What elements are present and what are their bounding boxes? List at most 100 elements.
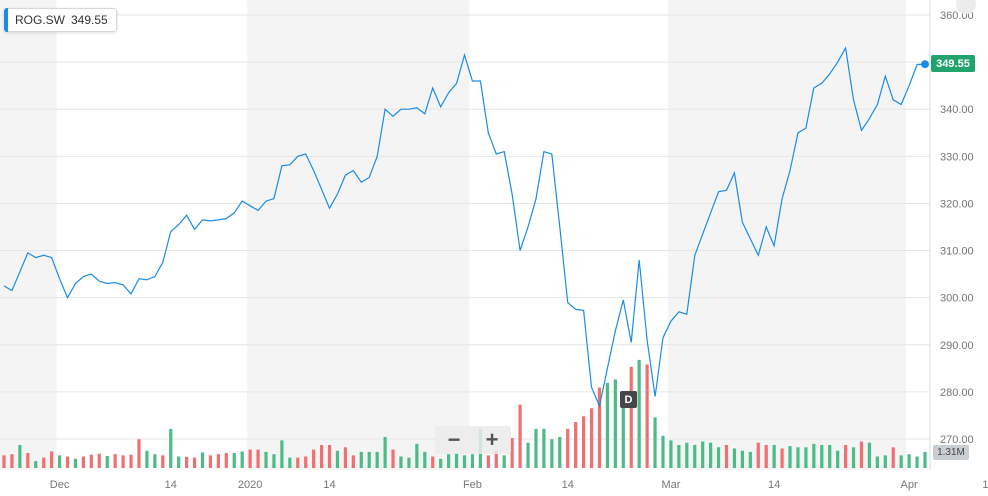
volume-bar bbox=[502, 455, 506, 468]
volume-bar bbox=[574, 422, 578, 468]
volume-bar bbox=[756, 442, 760, 468]
volume-bar bbox=[327, 445, 332, 468]
volume-bar bbox=[844, 445, 848, 468]
symbol-color-bar bbox=[4, 8, 8, 32]
volume-bar bbox=[820, 445, 824, 468]
volume-bar bbox=[208, 455, 213, 468]
month-band bbox=[667, 0, 907, 470]
volume-bar bbox=[81, 456, 85, 468]
symbol-price: 349.55 bbox=[71, 13, 108, 27]
x-tick-label: 14 bbox=[768, 479, 780, 491]
volume-bar bbox=[121, 455, 125, 468]
volume-bar bbox=[828, 445, 832, 468]
x-axis-ticks: Dec14202014Feb14Mar14Apr14May14 bbox=[50, 479, 988, 491]
volume-bar bbox=[415, 443, 419, 468]
volume-bar bbox=[248, 449, 252, 468]
volume-bar bbox=[518, 404, 522, 468]
volume-bar bbox=[105, 456, 109, 468]
y-axis-ticks: 360.00350.00340.00330.00320.00310.00300.… bbox=[940, 10, 974, 446]
volume-bar bbox=[883, 455, 887, 468]
volume-bar bbox=[923, 451, 927, 468]
price-line bbox=[3, 46, 926, 408]
volume-bar bbox=[494, 450, 498, 468]
month-band bbox=[0, 0, 57, 470]
volume-bar bbox=[740, 450, 744, 468]
volume-bar bbox=[335, 450, 340, 468]
volume-bar bbox=[486, 455, 490, 468]
volume-bar bbox=[669, 440, 673, 468]
volume-bar bbox=[145, 450, 149, 468]
volume-bar bbox=[200, 452, 205, 468]
x-tick-label: Apr bbox=[901, 479, 918, 491]
volume-bar bbox=[439, 458, 443, 468]
grid-lines bbox=[0, 14, 930, 440]
volume-bar bbox=[653, 417, 657, 468]
volume-bar bbox=[73, 458, 78, 468]
volume-bar bbox=[42, 457, 46, 468]
volume-bar bbox=[851, 447, 856, 468]
volume-bar bbox=[192, 457, 197, 468]
volume-bar bbox=[169, 428, 173, 468]
volume-bar bbox=[510, 438, 514, 468]
volume-bar bbox=[97, 453, 101, 468]
volume-bar bbox=[613, 379, 617, 468]
x-tick-label: 14 bbox=[323, 479, 335, 491]
volume-bar bbox=[764, 445, 768, 468]
zoom-out-button[interactable]: − bbox=[447, 427, 461, 452]
volume-bar bbox=[470, 454, 475, 468]
zoom-in-button[interactable]: + bbox=[485, 427, 499, 452]
volume-bar bbox=[701, 441, 705, 468]
symbol-label: ROG.SW bbox=[15, 13, 65, 27]
volume-bar bbox=[907, 454, 911, 468]
volume-bar bbox=[280, 440, 284, 468]
volume-bar bbox=[772, 445, 776, 468]
volume-bar bbox=[685, 442, 689, 468]
x-tick-label: 14 bbox=[982, 479, 988, 491]
x-tick-label: 14 bbox=[165, 479, 177, 491]
y-tick-label: 270.00 bbox=[940, 434, 974, 446]
volume-bar bbox=[875, 456, 879, 468]
zoom-controls: − + bbox=[435, 426, 511, 454]
volume-bar bbox=[645, 364, 649, 468]
volume-bar bbox=[383, 436, 387, 468]
volume-bar bbox=[462, 455, 467, 468]
volume-bar bbox=[407, 457, 411, 468]
volume-bar bbox=[50, 451, 54, 468]
volume-bar bbox=[661, 435, 665, 468]
volume-bar bbox=[129, 454, 133, 468]
volume-bar bbox=[693, 445, 697, 468]
volume-bar bbox=[34, 461, 38, 468]
last-price-tag: 349.55 bbox=[931, 55, 975, 72]
x-tick-label: 2020 bbox=[238, 479, 262, 491]
volume-bar bbox=[550, 439, 554, 468]
volume-bar bbox=[224, 453, 228, 468]
volume-bar bbox=[867, 442, 872, 468]
volume-bar bbox=[153, 454, 157, 468]
volume-bar bbox=[375, 451, 379, 468]
volume-bar bbox=[431, 456, 435, 468]
y-tick-label: 290.00 bbox=[940, 340, 974, 352]
volume-bar bbox=[319, 445, 324, 468]
volume-bar bbox=[915, 456, 919, 468]
volume-bar bbox=[304, 456, 308, 468]
volume-bar bbox=[566, 428, 570, 468]
volume-bar bbox=[709, 442, 713, 468]
volume-bar bbox=[724, 445, 729, 468]
volume-tag: 1.31M bbox=[933, 445, 969, 460]
volume-bar bbox=[899, 455, 903, 468]
volume-bar bbox=[216, 454, 220, 468]
settings-icon[interactable] bbox=[956, 0, 976, 14]
volume-bar bbox=[454, 453, 459, 468]
volume-bar bbox=[629, 366, 633, 468]
volume-bar bbox=[288, 457, 292, 468]
volume-bar bbox=[391, 449, 395, 468]
volume-bar bbox=[796, 447, 800, 468]
volume-bar bbox=[57, 455, 62, 468]
volume-bar bbox=[621, 397, 625, 468]
volume-bar bbox=[312, 449, 316, 468]
volume-bar bbox=[177, 456, 181, 468]
volume-bar bbox=[18, 445, 22, 468]
y-tick-label: 310.00 bbox=[940, 246, 974, 258]
dividend-marker[interactable]: D bbox=[620, 391, 637, 408]
